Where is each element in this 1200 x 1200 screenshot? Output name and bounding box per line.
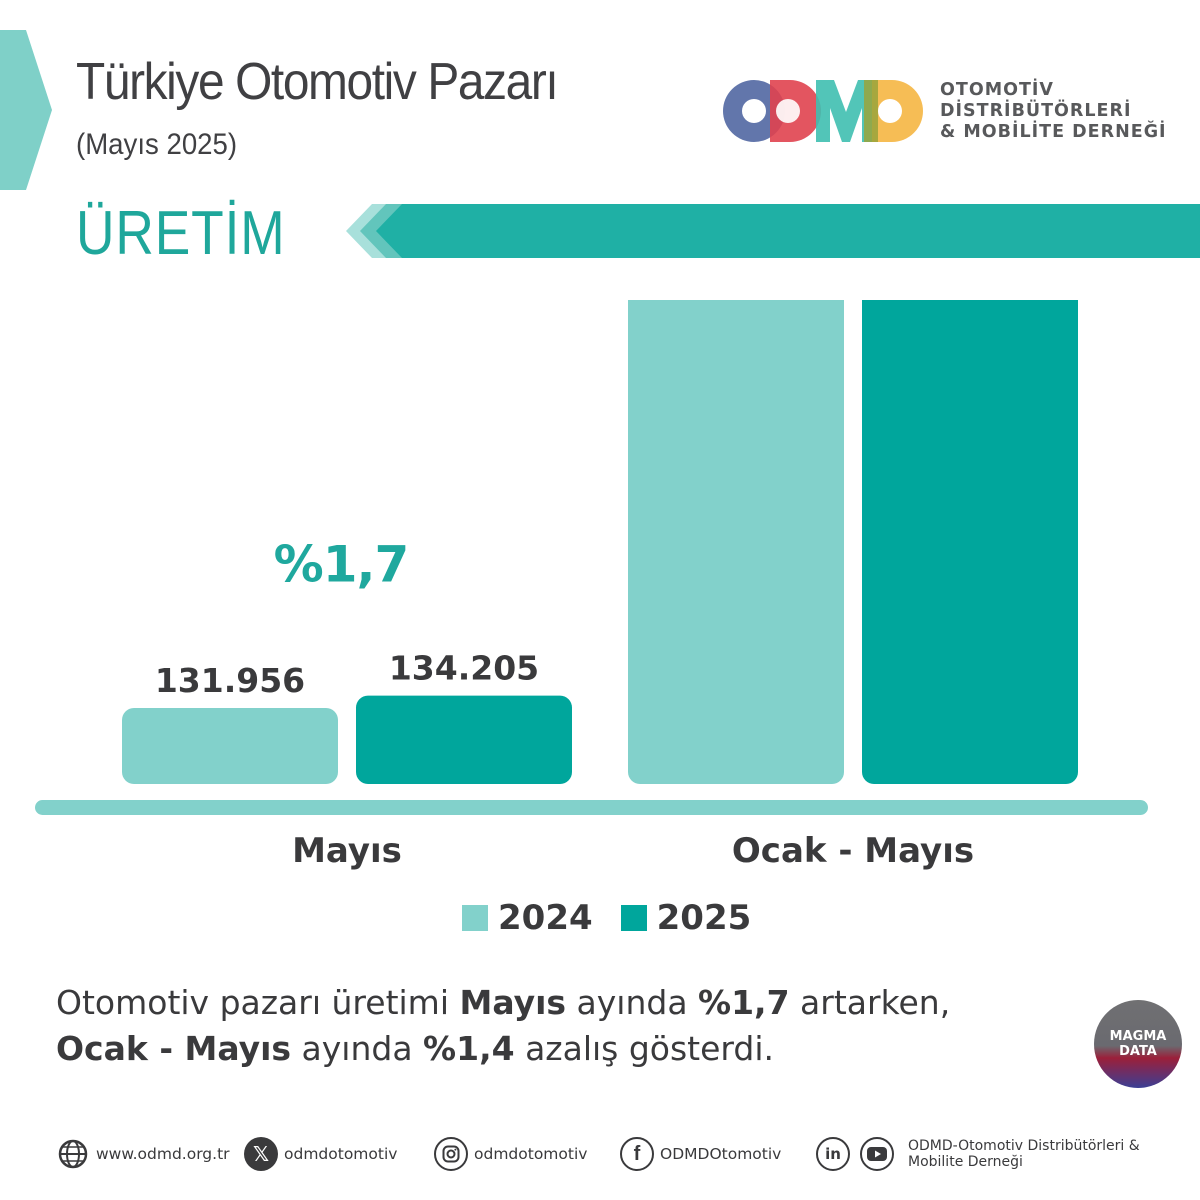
- bar-value-label: 131.956: [155, 661, 305, 700]
- logo-line-1: OTOMOTİV: [940, 80, 1054, 100]
- magma-data-badge: MAGMA DATA: [1094, 1000, 1182, 1088]
- chart-baseline: [35, 800, 1148, 815]
- footer-youtube-link[interactable]: [860, 1133, 900, 1175]
- legend-label-2025: 2025: [656, 898, 752, 938]
- bar-2024-1: [628, 300, 844, 784]
- footer-facebook-text: ODMDOtomotiv: [660, 1145, 782, 1163]
- badge-line-1: MAGMA: [1109, 1029, 1167, 1044]
- footer-org-name: ODMD-Otomotiv Distribütörleri & Mobilite…: [908, 1133, 1140, 1175]
- footer: www.odmd.org.tr 𝕏 odmdotomotiv odmdotomo…: [56, 1133, 1156, 1177]
- page-title: Türkiye Otomotiv Pazarı: [76, 53, 559, 111]
- footer-facebook-link[interactable]: f ODMDOtomotiv: [620, 1133, 781, 1175]
- bar-2024-0: [122, 708, 338, 784]
- summary-line-2: Ocak - Mayıs ayında %1,4 azalış gösterdi…: [56, 1026, 1076, 1072]
- summary-text-part: azalış gösterdi.: [514, 1029, 775, 1068]
- logo-wordmark: OTOMOTİV DİSTRİBÜTÖRLERİ & MOBİLİTE DERN…: [940, 80, 1167, 143]
- summary-highlight: Ocak - Mayıs: [56, 1029, 292, 1068]
- footer-website-link[interactable]: www.odmd.org.tr: [56, 1133, 230, 1175]
- summary-text: Otomotiv pazarı üretimi Mayıs ayında %1,…: [56, 980, 1076, 1072]
- summary-text-part: ayında: [291, 1029, 424, 1068]
- instagram-icon: [434, 1137, 468, 1171]
- change-annotation-increase: %1,7: [274, 536, 409, 594]
- section-title: ÜRETİM: [76, 199, 286, 268]
- logo-line-2: DİSTRİBÜTÖRLERİ: [940, 101, 1132, 121]
- badge-line-2: DATA: [1119, 1044, 1157, 1059]
- bar-2025-1: [862, 300, 1078, 784]
- bar-value-label: 134.205: [389, 649, 539, 688]
- odmd-logo: OTOMOTİV DİSTRİBÜTÖRLERİ & MOBİLİTE DERN…: [722, 78, 1182, 144]
- summary-text-part: ayında: [566, 983, 699, 1022]
- page-subtitle: (Mayıs 2025): [76, 128, 238, 161]
- footer-linkedin-link[interactable]: in: [816, 1133, 856, 1175]
- linkedin-icon: in: [816, 1137, 850, 1171]
- legend-swatch-2024: [462, 905, 488, 931]
- summary-line-1: Otomotiv pazarı üretimi Mayıs ayında %1,…: [56, 980, 1076, 1026]
- legend-item-2024: 2024: [462, 898, 593, 938]
- x-icon: 𝕏: [244, 1137, 278, 1171]
- legend-label-2024: 2024: [498, 898, 593, 938]
- summary-highlight: %1,4: [423, 1029, 515, 1068]
- facebook-icon: f: [620, 1137, 654, 1171]
- summary-text-part: Otomotiv pazarı üretimi: [56, 983, 460, 1022]
- bar-2025-0: [356, 695, 572, 784]
- summary-highlight: %1,7: [698, 983, 790, 1022]
- category-label: Ocak - Mayıs: [732, 831, 974, 871]
- header-accent-tab: [0, 30, 52, 190]
- section-accent-band: [346, 204, 1200, 258]
- footer-instagram-link[interactable]: odmdotomotiv: [434, 1133, 587, 1175]
- globe-icon: [56, 1137, 90, 1171]
- footer-org-line-2: Mobilite Derneği: [908, 1154, 1023, 1170]
- youtube-icon: [860, 1137, 894, 1171]
- legend-swatch-2025: [620, 905, 647, 931]
- footer-instagram-text: odmdotomotiv: [474, 1145, 588, 1163]
- chart-legend: 2024 2025: [462, 898, 779, 938]
- footer-org-line-1: ODMD-Otomotiv Distribütörleri &: [908, 1138, 1140, 1154]
- summary-text-part: artarken,: [789, 983, 951, 1022]
- footer-website-text: www.odmd.org.tr: [96, 1145, 230, 1163]
- category-label: Mayıs: [292, 831, 402, 871]
- odmd-logo-mark: [723, 80, 923, 142]
- footer-x-link[interactable]: 𝕏 odmdotomotiv: [244, 1133, 397, 1175]
- footer-x-text: odmdotomotiv: [284, 1145, 398, 1163]
- legend-item-2025: 2025: [620, 898, 752, 938]
- logo-line-3: & MOBİLİTE DERNEĞİ: [940, 122, 1167, 142]
- summary-highlight: Mayıs: [459, 983, 567, 1022]
